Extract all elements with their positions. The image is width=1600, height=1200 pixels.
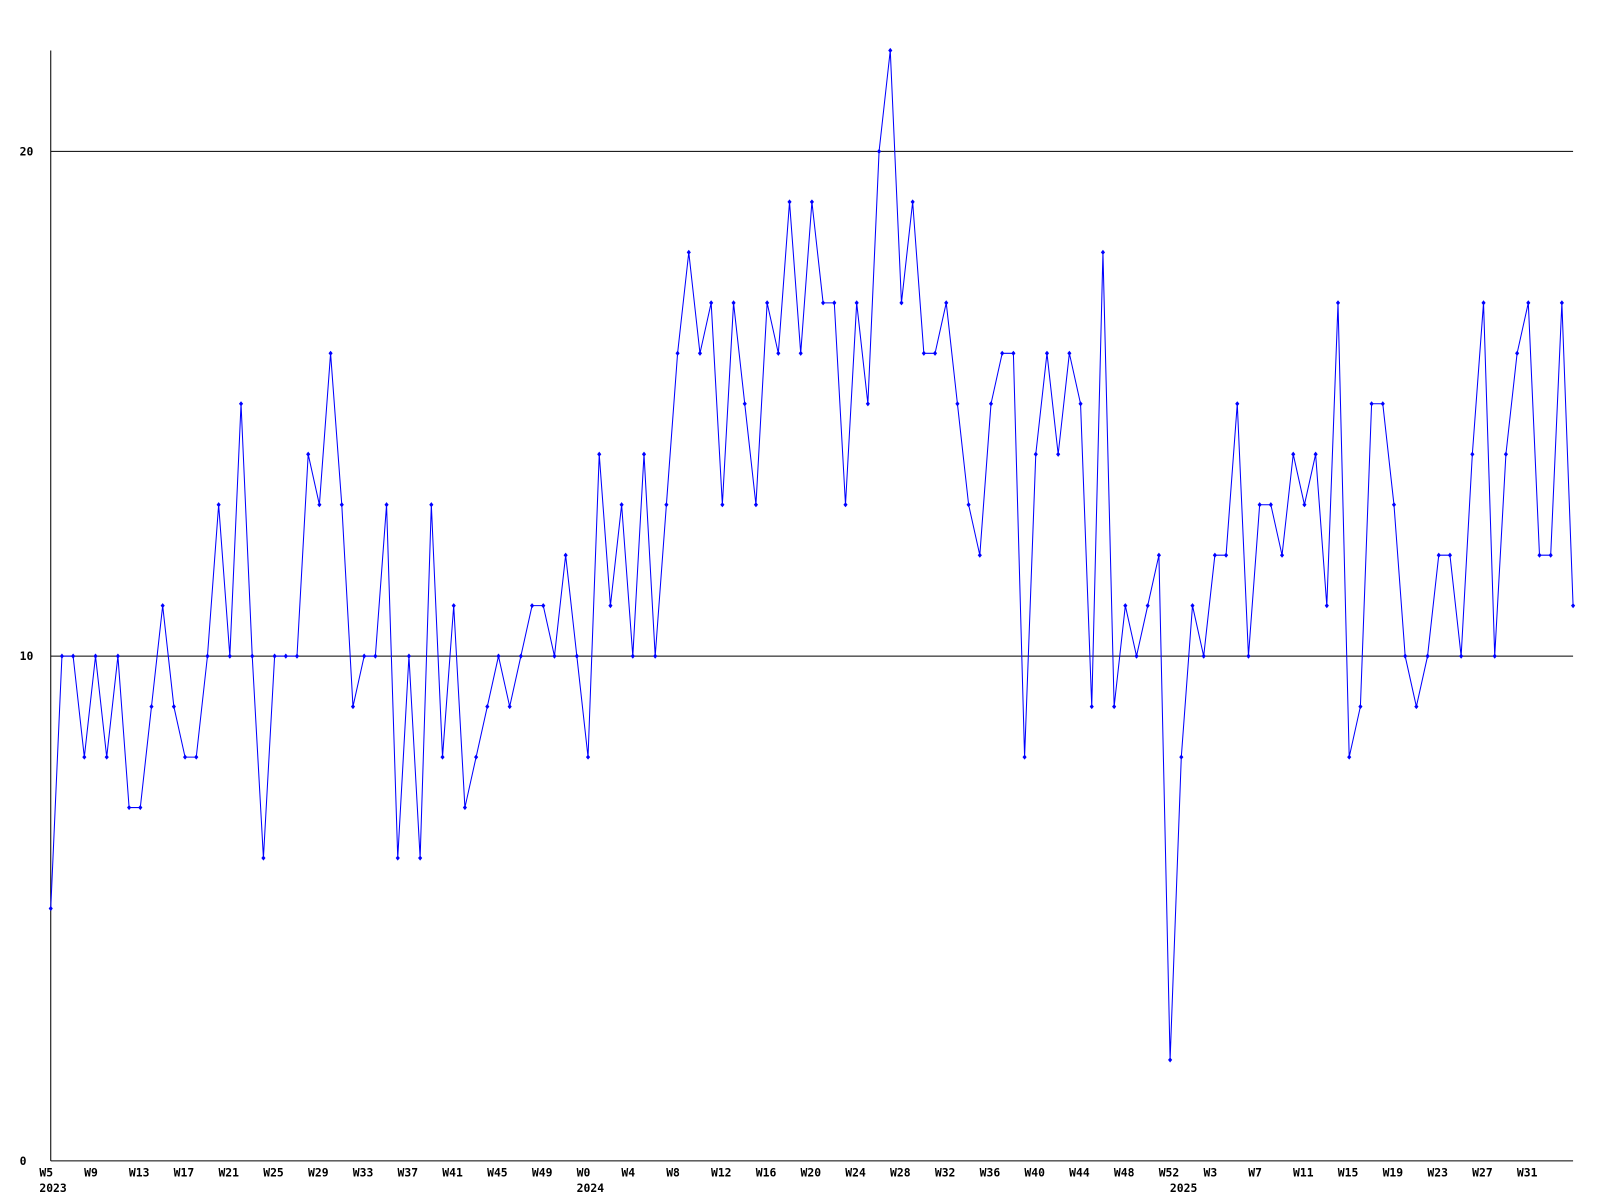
point-marker [160,603,165,609]
point-marker [1044,350,1050,356]
x-tick-label: W19 [1383,1165,1404,1179]
x-tick-label: W40 [1024,1165,1045,1179]
x-tick-label: W52 [1159,1165,1180,1179]
x-tick-label: W5 [39,1165,53,1179]
x-tick-label: W33 [353,1165,374,1179]
point-marker [1190,603,1195,609]
point-marker [809,199,814,205]
x-tick-label: W31 [1517,1165,1538,1179]
x-tick-label: W45 [487,1165,508,1179]
point-marker [1279,552,1285,558]
x-tick-label: W41 [442,1165,463,1179]
x-tick-label: W13 [129,1165,150,1179]
x-tick-label: W4 [621,1165,635,1179]
y-tick-label: 20 [20,145,34,159]
x-year-label: 2025 [1170,1181,1198,1195]
x-year-label: 2023 [39,1181,67,1195]
point-marker [1369,401,1374,407]
x-tick-label: W9 [84,1165,98,1179]
point-marker [955,401,960,407]
point-marker [1145,603,1150,609]
x-tick-label: W23 [1427,1165,1448,1179]
point-marker [238,401,244,407]
point-marker [462,804,467,811]
point-marker [1212,552,1217,558]
x-tick-label: W8 [666,1165,680,1179]
x-tick-label: W28 [890,1165,911,1179]
point-marker [1436,552,1441,558]
x-tick-label: W25 [263,1165,284,1179]
x-tick-label: W32 [935,1165,956,1179]
point-marker [1224,552,1229,558]
x-tick-label: W29 [308,1165,329,1179]
y-tick-label: 0 [20,1154,27,1168]
x-tick-label: W36 [980,1165,1001,1179]
x-tick-label: W20 [801,1165,822,1179]
x-tick-label: W0 [577,1165,591,1179]
point-marker [1123,603,1128,609]
point-marker [910,199,915,205]
x-tick-label: W37 [398,1165,419,1179]
x-tick-label: W48 [1114,1165,1135,1179]
x-tick-label: W27 [1472,1165,1493,1179]
x-tick-label: W16 [756,1165,777,1179]
point-marker [1156,552,1161,558]
x-tick-label: W7 [1248,1165,1262,1179]
x-tick-label: W21 [218,1165,239,1179]
point-marker [1447,552,1453,558]
x-tick-label: W17 [174,1165,195,1179]
point-marker [529,603,535,609]
y-tick-label: 10 [20,649,34,663]
point-marker [1537,552,1542,558]
x-tick-label: W44 [1069,1165,1090,1179]
point-marker [1168,1057,1173,1063]
x-tick-label: W49 [532,1165,553,1179]
point-marker [127,804,132,811]
point-marker [138,804,143,811]
point-marker [1078,401,1083,407]
point-marker [865,401,870,407]
point-marker [1548,552,1553,558]
x-tick-label: W15 [1338,1165,1359,1179]
x-tick-label: W12 [711,1165,732,1179]
point-marker [541,603,546,609]
x-tick-label: W3 [1203,1165,1217,1179]
point-marker [1380,401,1385,407]
x-tick-label: W24 [845,1165,866,1179]
x-year-label: 2024 [577,1181,605,1195]
x-tick-label: W11 [1293,1165,1314,1179]
